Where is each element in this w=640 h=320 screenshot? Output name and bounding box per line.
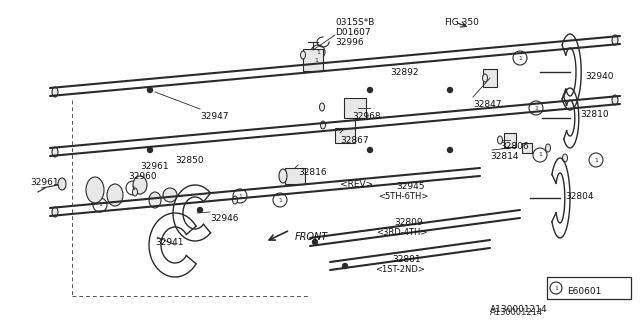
- Text: 1: 1: [554, 285, 558, 291]
- Text: 1: 1: [594, 157, 598, 163]
- Bar: [303, 49, 323, 71]
- Ellipse shape: [612, 95, 618, 105]
- Circle shape: [198, 207, 202, 212]
- Text: 1: 1: [278, 197, 282, 203]
- Bar: [483, 69, 497, 87]
- Bar: [335, 127, 355, 142]
- Bar: [522, 143, 532, 153]
- Circle shape: [312, 239, 317, 244]
- Text: 1: 1: [534, 106, 538, 110]
- Text: 32968: 32968: [352, 112, 381, 121]
- Text: E60601: E60601: [567, 287, 602, 296]
- Ellipse shape: [319, 103, 324, 111]
- Text: 32945: 32945: [396, 182, 424, 191]
- Ellipse shape: [52, 87, 58, 97]
- Text: 32814: 32814: [490, 152, 518, 161]
- Text: 32847: 32847: [473, 100, 502, 109]
- Text: 32961: 32961: [140, 162, 168, 171]
- Ellipse shape: [545, 144, 550, 152]
- Text: <3RD-4TH>: <3RD-4TH>: [376, 228, 428, 237]
- Ellipse shape: [133, 176, 147, 194]
- Bar: [285, 168, 305, 184]
- Text: <5TH-6TH>: <5TH-6TH>: [378, 192, 428, 201]
- Bar: [504, 133, 516, 147]
- Circle shape: [367, 148, 372, 153]
- Text: 32810: 32810: [580, 110, 609, 119]
- Ellipse shape: [612, 35, 618, 45]
- Text: 1: 1: [538, 153, 542, 157]
- Ellipse shape: [107, 184, 123, 206]
- Text: A130001214: A130001214: [490, 308, 543, 317]
- Ellipse shape: [52, 147, 58, 157]
- Text: 32892: 32892: [390, 68, 419, 77]
- Ellipse shape: [52, 207, 58, 217]
- Text: 1: 1: [518, 55, 522, 60]
- Text: 32806: 32806: [500, 142, 529, 151]
- FancyBboxPatch shape: [547, 277, 631, 299]
- Ellipse shape: [86, 177, 104, 203]
- Text: 32996: 32996: [335, 38, 364, 47]
- Text: FIG.350: FIG.350: [444, 18, 479, 27]
- Text: 1: 1: [238, 194, 242, 198]
- Ellipse shape: [497, 136, 502, 144]
- Text: 32947: 32947: [200, 112, 228, 121]
- Ellipse shape: [149, 192, 161, 208]
- Text: 32816: 32816: [298, 168, 326, 177]
- Text: 32867: 32867: [340, 136, 369, 145]
- Ellipse shape: [132, 188, 138, 196]
- Circle shape: [147, 148, 152, 153]
- Text: <1ST-2ND>: <1ST-2ND>: [375, 265, 425, 274]
- Ellipse shape: [163, 188, 177, 202]
- Circle shape: [447, 148, 452, 153]
- Bar: [344, 98, 366, 118]
- Circle shape: [147, 87, 152, 92]
- Ellipse shape: [58, 178, 66, 190]
- Text: 32960: 32960: [128, 172, 157, 181]
- Text: 1: 1: [131, 186, 135, 190]
- Text: 1: 1: [98, 203, 102, 207]
- Ellipse shape: [232, 196, 237, 204]
- Text: 32850: 32850: [175, 156, 204, 165]
- Ellipse shape: [279, 169, 287, 183]
- Text: 32940: 32940: [585, 72, 614, 81]
- Text: FRONT: FRONT: [295, 232, 328, 242]
- Text: 32946: 32946: [210, 214, 239, 223]
- Text: A130001214: A130001214: [490, 305, 548, 314]
- Circle shape: [367, 87, 372, 92]
- Text: 1: 1: [314, 58, 318, 62]
- Text: D01607: D01607: [335, 28, 371, 37]
- Circle shape: [447, 87, 452, 92]
- Text: 0315S*B: 0315S*B: [335, 18, 374, 27]
- Text: 32961: 32961: [30, 178, 59, 187]
- Text: 1: 1: [316, 50, 320, 54]
- Ellipse shape: [563, 154, 568, 162]
- Ellipse shape: [321, 121, 326, 129]
- Circle shape: [342, 263, 348, 268]
- Text: 32941: 32941: [155, 238, 184, 247]
- Text: <REV>: <REV>: [340, 180, 373, 189]
- Text: 32804: 32804: [565, 192, 593, 201]
- Text: 32801: 32801: [392, 255, 420, 264]
- Text: 32809: 32809: [394, 218, 422, 227]
- Ellipse shape: [483, 74, 488, 82]
- Ellipse shape: [301, 51, 305, 59]
